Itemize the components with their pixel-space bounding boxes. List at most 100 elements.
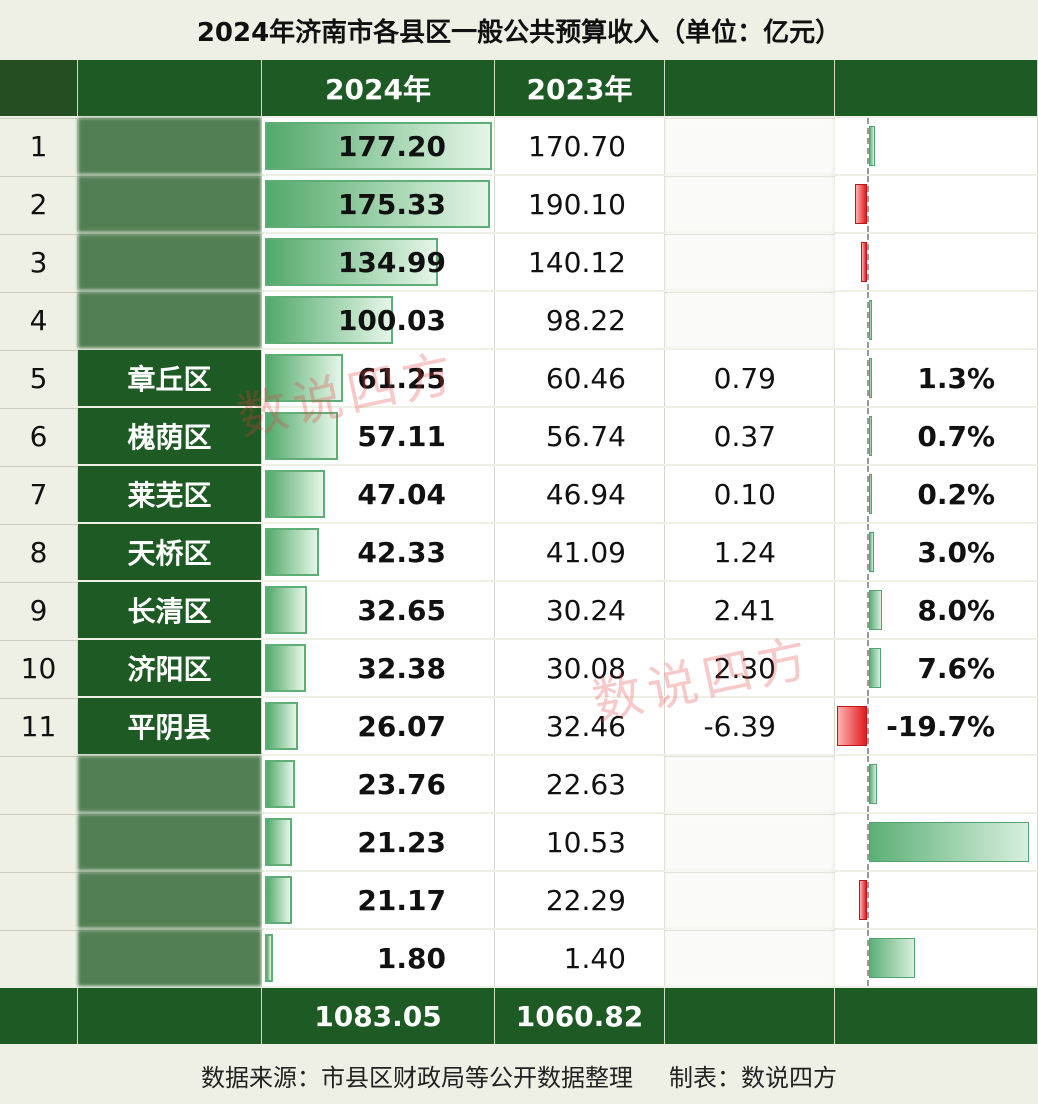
table-row: 2 175.33 190.10	[0, 176, 1038, 235]
value-2023-text: 22.29	[545, 883, 626, 917]
value-2024-bar	[265, 296, 394, 344]
growth-axis	[867, 292, 869, 348]
value-2024-bar	[265, 354, 344, 402]
growth-bar	[837, 706, 867, 746]
growth-cell: 3.0%	[835, 524, 1038, 580]
value-2024-text: 100.03	[337, 303, 446, 337]
growth-axis	[867, 234, 869, 290]
rank-cell: 4	[0, 292, 78, 348]
table-row: 11 平阴县 26.07 32.46 -6.39 -19.7%	[0, 698, 1038, 757]
diff-cell: 2.41	[665, 582, 835, 638]
value-2023-text: 32.46	[545, 709, 626, 743]
total-2023: 1060.82	[495, 988, 665, 1044]
value-2023-text: 46.94	[545, 477, 626, 511]
diff-cell: 0.37	[665, 408, 835, 464]
growth-bar	[869, 764, 877, 804]
table-row: 5 章丘区 61.25 60.46 0.79 1.3%	[0, 350, 1038, 409]
diff-text: 0.10	[713, 477, 776, 511]
value-2023-cell: 60.46	[495, 350, 665, 406]
value-2024-text: 21.23	[357, 825, 446, 859]
growth-cell	[835, 292, 1038, 348]
district-name-cell	[78, 930, 262, 986]
diff-text: 1.24	[713, 535, 776, 569]
district-name-cell: 天桥区	[78, 524, 262, 580]
value-2024-cell: 100.03	[262, 292, 495, 348]
diff-text: 2.30	[713, 651, 776, 685]
value-2024-text: 57.11	[357, 419, 446, 453]
value-2024-bar	[265, 644, 307, 692]
district-name-cell: 济阳区	[78, 640, 262, 696]
value-2024-cell: 134.99	[262, 234, 495, 290]
district-name-cell	[78, 872, 262, 928]
rank-cell: 9	[0, 582, 78, 638]
source-note: 数据来源：市县区财政局等公开数据整理	[201, 1063, 633, 1092]
total-label	[78, 988, 262, 1044]
value-2024-cell: 177.20	[262, 118, 495, 174]
table-row: 10 济阳区 32.38 30.08 2.30 7.6%	[0, 640, 1038, 699]
value-2024-cell: 1.80	[262, 930, 495, 986]
diff-cell: 2.30	[665, 640, 835, 696]
header-diff	[665, 60, 835, 116]
rank-cell: 1	[0, 118, 78, 174]
value-2023-cell: 32.46	[495, 698, 665, 754]
value-2024-text: 1.80	[376, 941, 446, 975]
rank-cell	[0, 814, 78, 870]
total-rank	[0, 988, 78, 1044]
value-2023-cell: 98.22	[495, 292, 665, 348]
diff-cell: 0.10	[665, 466, 835, 522]
growth-text: 8.0%	[917, 593, 995, 627]
value-2024-bar	[265, 122, 492, 170]
table-row: 21.17 22.29	[0, 872, 1038, 931]
diff-text: 2.41	[713, 593, 776, 627]
value-2024-cell: 175.33	[262, 176, 495, 232]
growth-axis	[867, 408, 869, 464]
total-row: 1083.05 1060.82	[0, 988, 1038, 1047]
growth-cell	[835, 118, 1038, 174]
rank-cell: 8	[0, 524, 78, 580]
table-row: 1 177.20 170.70	[0, 118, 1038, 177]
header-rank	[0, 60, 78, 116]
header-row: 2024年 2023年	[0, 60, 1038, 119]
diff-cell: -6.39	[665, 698, 835, 754]
growth-axis	[867, 756, 869, 812]
value-2023-text: 30.08	[545, 651, 626, 685]
value-2024-bar	[265, 412, 339, 460]
table-title: 2024年济南市各县区一般公共预算收入（单位：亿元）	[0, 0, 1038, 62]
value-2023-text: 190.10	[528, 187, 626, 221]
district-name-cell	[78, 756, 262, 812]
value-2024-cell: 32.38	[262, 640, 495, 696]
district-name-cell	[78, 176, 262, 232]
value-2024-cell: 42.33	[262, 524, 495, 580]
total-pct	[835, 988, 1038, 1044]
value-2024-text: 32.65	[357, 593, 446, 627]
rank-cell: 3	[0, 234, 78, 290]
growth-text: -19.7%	[886, 709, 995, 743]
growth-bar	[861, 242, 867, 282]
value-2023-cell: 56.74	[495, 408, 665, 464]
growth-bar	[869, 590, 882, 630]
header-2023: 2023年	[495, 60, 665, 116]
growth-bar	[869, 416, 872, 456]
diff-text: 0.37	[713, 419, 776, 453]
value-2024-cell: 21.17	[262, 872, 495, 928]
value-2024-cell: 32.65	[262, 582, 495, 638]
value-2024-text: 175.33	[337, 187, 446, 221]
diff-cell	[665, 756, 835, 812]
value-2024-text: 177.20	[337, 129, 446, 163]
diff-cell	[665, 292, 835, 348]
value-2023-cell: 140.12	[495, 234, 665, 290]
total-2024: 1083.05	[262, 988, 495, 1044]
value-2023-cell: 10.53	[495, 814, 665, 870]
table-row: 23.76 22.63	[0, 756, 1038, 815]
value-2023-text: 170.70	[528, 129, 626, 163]
value-2023-text: 22.63	[545, 767, 626, 801]
footer: 数据来源：市县区财政局等公开数据整理 制表：数说四方	[0, 1046, 1038, 1104]
growth-cell	[835, 176, 1038, 232]
growth-axis	[867, 524, 869, 580]
growth-axis	[867, 176, 869, 232]
diff-text: 0.79	[713, 361, 776, 395]
value-2024-text: 23.76	[357, 767, 446, 801]
diff-cell	[665, 930, 835, 986]
growth-bar	[869, 474, 872, 514]
rank-cell: 6	[0, 408, 78, 464]
